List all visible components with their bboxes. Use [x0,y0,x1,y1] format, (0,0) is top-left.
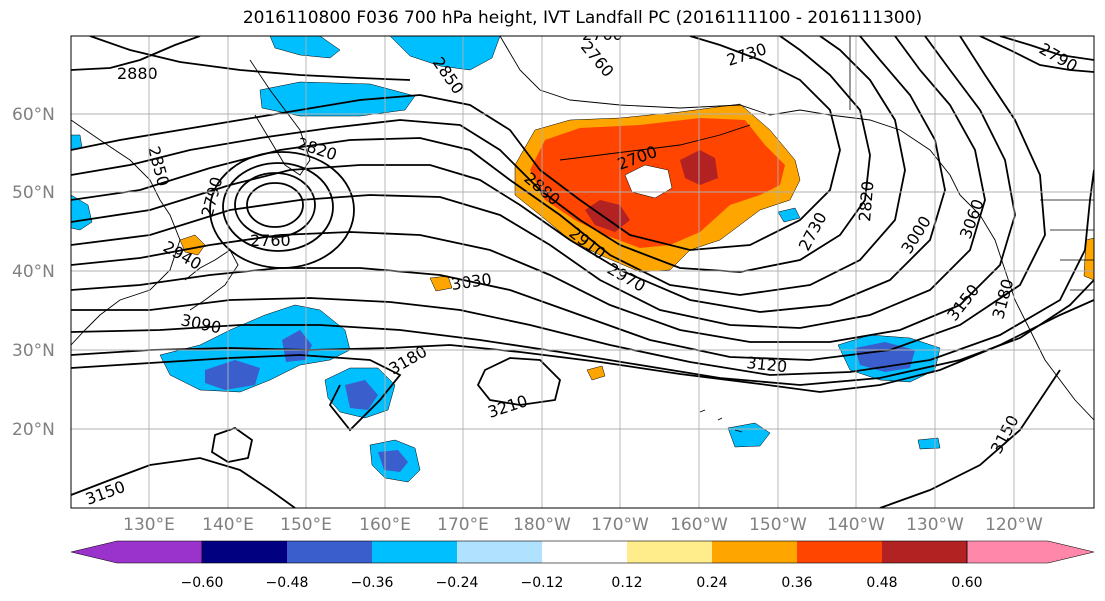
lon-label: 160°W [670,515,728,535]
longitude-labels: 130°E 140°E 150°E 160°E 170°E 180°W 170°… [123,515,1043,535]
contour-line [71,36,946,313]
colorbar-segment [202,541,287,563]
lat-label: 40°N [12,262,55,282]
contour-label: 2760 [250,231,291,250]
lon-label: 140°E [202,515,254,535]
coast-hawaii [699,409,743,433]
colorbar-tick: 0.24 [696,575,727,591]
colorbar-segment [542,541,627,563]
colorbar-outline [201,540,968,564]
lon-label: 170°W [591,515,649,535]
colorbar-tick: −0.60 [181,575,224,591]
contour-line [71,36,906,296]
shade-cyan-north-3 [259,81,416,117]
shade-orange-small-2 [429,275,453,292]
shade-blue-south [378,450,408,472]
colorbar-tick: −0.12 [521,575,564,591]
ivt-positive-shading [179,103,1094,381]
coast-na-west [959,194,1094,421]
colorbar-tick: −0.24 [436,575,479,591]
colorbar-segment [457,541,542,563]
contour-label: 2820 [855,180,877,222]
shade-orange-small-3 [586,365,606,381]
contour-line [71,36,986,329]
colorbar-tick: −0.48 [266,575,309,591]
contour-line [71,299,1094,393]
lon-label: 130°E [123,515,175,535]
map-frame [70,35,1095,509]
shade-darkred-1 [585,200,630,232]
contour-line [71,457,296,508]
coast-asia [71,119,181,346]
shade-orange-edge [1083,237,1094,281]
lon-label: 150°E [280,515,332,535]
colorbar-tick: 0.48 [866,575,897,591]
colorbar-segment [372,541,457,563]
colorbar-segment [627,541,712,563]
contour-line [71,36,841,251]
colorbar-tick: 0.12 [611,575,642,591]
lon-label: 150°W [749,515,807,535]
shade-cyan-north-1 [269,36,341,59]
colorbar-segment [797,541,882,563]
map-title: 2016110800 F036 700 hPa height, IVT Land… [242,8,923,28]
contour-label: 2880 [117,64,158,83]
contour-line [476,357,561,406]
colorbar-tick: 0.36 [781,575,812,591]
lon-label: 130°W [906,515,964,535]
contour-line [71,36,1016,343]
lon-label: 170°E [437,515,489,535]
lat-label: 50°N [12,183,55,203]
height-contours [71,36,1094,508]
shade-blue-west-2 [282,330,312,362]
shade-cyan-east-4 [917,437,941,450]
contour-line [211,426,254,463]
lon-label: 120°W [985,515,1043,535]
lat-label: 60°N [12,105,55,125]
contour-line [999,36,1094,61]
lon-label: 140°W [827,515,885,535]
colorbar-extend-high [966,540,1095,564]
coast-alaska [499,36,961,196]
colorbar-segment [287,541,372,563]
colorbar: −0.60 −0.48 −0.36 −0.24 −0.12 0.12 0.24 … [70,540,1095,591]
contour-line [71,36,1046,361]
coast-japan [184,249,239,311]
lon-label: 180°W [513,515,571,535]
colorbar-segment [882,541,967,563]
shade-cyan-north-2 [389,36,501,71]
contour-ring [246,182,304,228]
latitude-labels: 60°N 50°N 40°N 30°N 20°N [12,105,55,440]
lat-label: 20°N [12,420,55,440]
contour-line [71,169,1094,376]
contour-line [979,36,1094,73]
contour-line [71,36,201,71]
coast-kamchatka [249,59,311,176]
lon-label: 160°E [359,515,411,535]
colorbar-tick: −0.36 [351,575,394,591]
shade-blue-mid [345,380,378,410]
coastlines [71,36,1094,433]
shade-blue-west-1 [205,360,260,390]
map-background [71,36,1094,508]
gridlines [71,36,1094,508]
coast-aleutians [559,124,751,161]
contour-line [879,369,1061,508]
lat-label: 30°N [12,341,55,361]
colorbar-extend-low [70,540,203,564]
contour-ring [222,162,334,252]
colorbar-segment [712,541,797,563]
contour-label: 2760 [582,25,623,44]
colorbar-tick: 0.60 [951,575,982,591]
contour-line [89,36,411,81]
shade-cyan-east-3 [777,207,801,223]
contour-label: 3120 [746,353,788,376]
